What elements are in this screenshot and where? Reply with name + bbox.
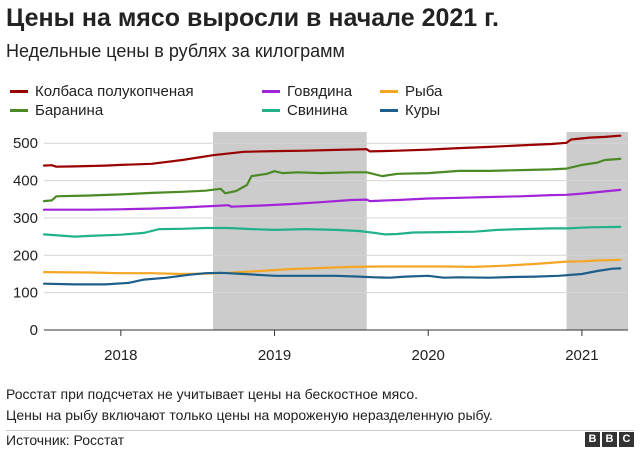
series-line-lamb <box>42 157 622 203</box>
legend-swatch-lamb <box>10 108 28 112</box>
legend: Колбаса полукопченая Говядина Рыба Баран… <box>10 82 530 119</box>
footnote-fish: Цены на рыбу включают только цены на мор… <box>6 407 493 423</box>
y-tick-label: 400 <box>13 173 38 190</box>
source-text: Источник: Росстат <box>6 432 125 448</box>
legend-swatch-sausage <box>10 89 28 93</box>
series-line-pork <box>42 225 622 238</box>
legend-label-lamb: Баранина <box>35 101 104 119</box>
series-line-fish <box>42 258 622 276</box>
legend-item-fish: Рыба <box>380 82 442 100</box>
x-tick-label: 2020 <box>412 347 445 364</box>
legend-swatch-beef <box>262 89 280 93</box>
source-divider <box>6 430 634 431</box>
y-tick-label: 500 <box>13 135 38 152</box>
legend-label-fish: Рыба <box>405 82 443 100</box>
series-line-beef <box>42 188 622 211</box>
legend-item-chicken: Куры <box>380 101 440 119</box>
bbc-logo-letter: C <box>619 432 634 447</box>
legend-item-beef: Говядина <box>262 82 352 100</box>
legend-swatch-chicken <box>380 108 398 112</box>
y-tick-label: 200 <box>13 247 38 264</box>
legend-label-chicken: Куры <box>405 101 441 119</box>
bbc-logo: B B C <box>585 432 634 447</box>
legend-label-sausage: Колбаса полукопченая <box>35 82 194 100</box>
line-chart: 500 400 300 200 100 0 2018 2019 2020 2021 <box>13 132 628 364</box>
legend-item-lamb: Баранина <box>10 101 103 119</box>
legend-label-pork: Свинина <box>287 101 348 119</box>
chart-subtitle: Недельные цены в рублях за килограмм <box>6 41 345 61</box>
legend-item-pork: Свинина <box>262 101 347 119</box>
y-tick-label: 300 <box>13 210 38 227</box>
series-line-chicken <box>42 267 622 286</box>
shaded-period <box>566 132 628 330</box>
y-tick-label: 100 <box>13 285 38 302</box>
legend-swatch-fish <box>380 89 398 93</box>
bbc-logo-letter: B <box>602 432 617 447</box>
y-tick-label: 0 <box>30 322 38 339</box>
bbc-logo-letter: B <box>585 432 600 447</box>
series-line-sausage <box>42 134 622 168</box>
x-tick-label: 2018 <box>104 347 137 364</box>
legend-swatch-pork <box>262 108 280 112</box>
legend-label-beef: Говядина <box>287 82 353 100</box>
x-tick-label: 2021 <box>565 347 598 364</box>
x-tick-label: 2019 <box>258 347 291 364</box>
legend-item-sausage: Колбаса полукопченая <box>10 82 194 100</box>
footnote-boneless: Росстат при подсчетах не учитывает цены … <box>6 386 419 402</box>
chart-title: Цены на мясо выросли в начале 2021 г. <box>6 4 499 32</box>
